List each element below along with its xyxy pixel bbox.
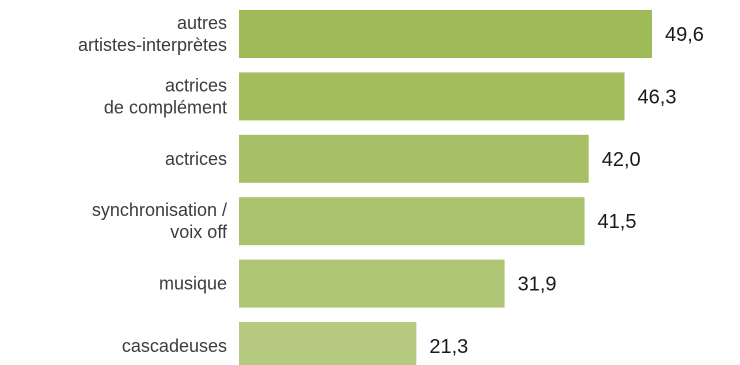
bar [239,197,585,246]
category-label: musique [159,274,227,294]
category-label: actrices de complément [104,75,227,117]
value-label: 49,6 [665,24,704,46]
bar [239,10,652,58]
value-label: 31,9 [518,274,557,296]
category-label-line: musique [159,274,227,294]
value-label: 46,3 [638,86,677,108]
category-label: autres artistes-interprètes [78,13,227,55]
bar [239,72,625,121]
category-label: cascadeuses [122,336,227,356]
category-label-line: autres [177,13,227,33]
value-label: 42,0 [602,149,641,171]
category-label-line: artistes-interprètes [78,35,227,55]
category-label: synchronisation / voix off [92,200,228,242]
category-label-line: actrices [165,149,227,169]
category-label-line: de complément [104,97,227,117]
bar [239,259,505,308]
category-label: actrices [165,149,227,169]
value-labels: 49,6 46,3 42,0 41,5 31,9 21,3 [429,24,704,358]
bar [239,134,589,183]
category-label-line: voix off [170,222,228,242]
bar [239,322,417,365]
category-label-line: synchronisation / [92,200,227,220]
value-label: 21,3 [429,336,468,358]
category-label-line: cascadeuses [122,336,227,356]
category-label-line: actrices [165,75,227,95]
value-label: 41,5 [598,211,637,233]
bars-layer [239,10,652,365]
